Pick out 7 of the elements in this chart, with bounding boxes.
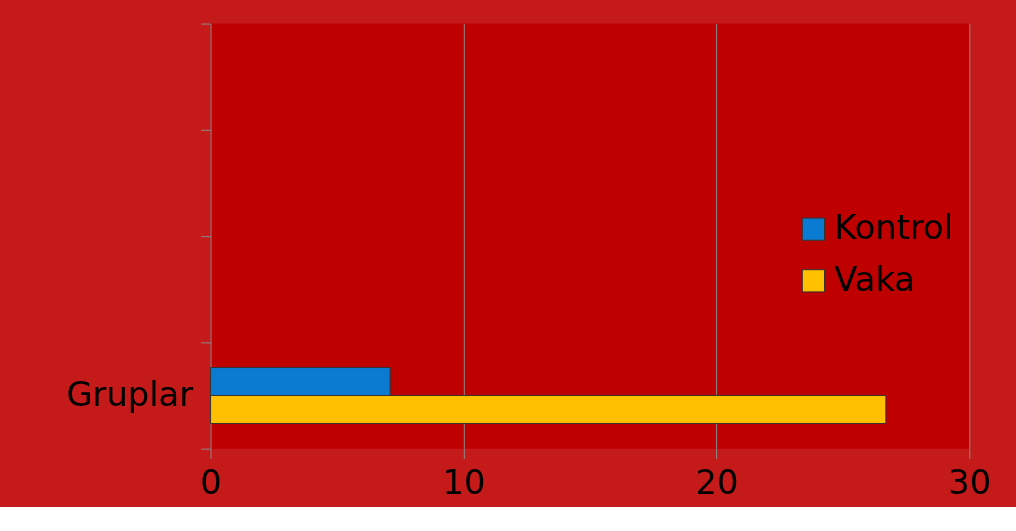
- legend-label: Kontrol: [834, 208, 954, 248]
- legend-label: Vaka: [834, 259, 916, 299]
- x-tick-label: 0: [200, 462, 222, 502]
- x-tick-label: 20: [695, 462, 739, 502]
- y-tick-label: Gruplar: [66, 374, 194, 414]
- x-tick-label: 10: [442, 462, 486, 502]
- x-tick-label: 30: [948, 462, 992, 502]
